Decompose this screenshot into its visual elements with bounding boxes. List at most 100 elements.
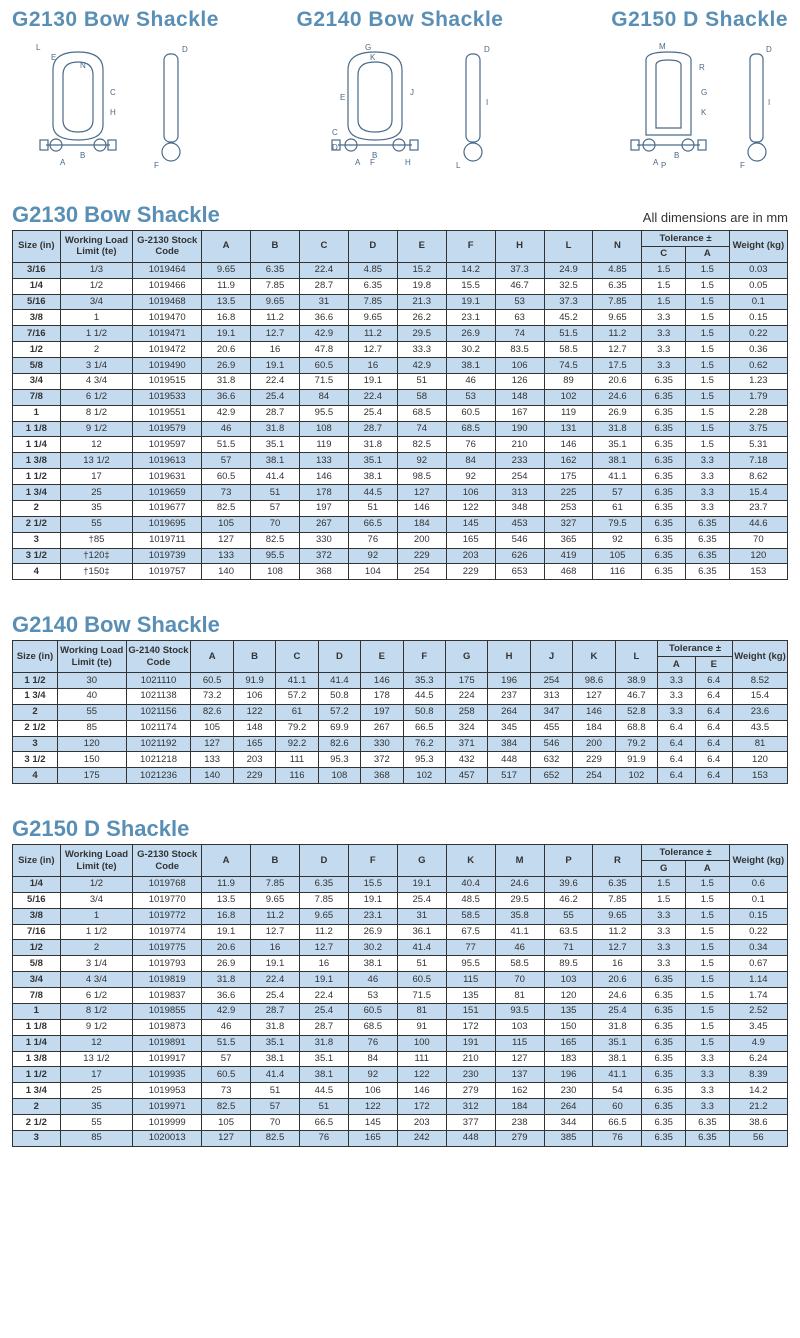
- cell: 1019659: [133, 485, 202, 501]
- svg-text:G: G: [365, 43, 371, 52]
- cell: 448: [488, 752, 530, 768]
- col-d: D: [299, 845, 348, 877]
- cell: 12.7: [593, 342, 642, 358]
- cell: 1019515: [133, 373, 202, 389]
- table-row: 2 1/285102117410514879.269.926766.532434…: [13, 720, 788, 736]
- cell: 1/4: [13, 876, 61, 892]
- cell: 1019711: [133, 532, 202, 548]
- cell: 57: [251, 1099, 300, 1115]
- cell: 0.15: [729, 908, 787, 924]
- cell: 106: [348, 1083, 397, 1099]
- cell: 28.7: [251, 1003, 300, 1019]
- cell: 102: [403, 768, 445, 784]
- cell: 13.5: [202, 294, 251, 310]
- cell: 40.4: [446, 876, 495, 892]
- cell: 347: [530, 704, 572, 720]
- svg-text:K: K: [701, 108, 707, 117]
- svg-text:L: L: [36, 43, 41, 52]
- cell: 81: [495, 988, 544, 1004]
- cell: 92: [348, 1067, 397, 1083]
- g2130-front-icon: LE NC HA B: [18, 40, 138, 170]
- cell: 66.5: [593, 1115, 642, 1131]
- cell: 14.2: [729, 1083, 787, 1099]
- svg-text:G: G: [701, 88, 707, 97]
- cell: 12.7: [593, 940, 642, 956]
- col-tol-a: A: [658, 657, 695, 673]
- cell: 6.35: [642, 373, 686, 389]
- cell: 35.1: [593, 437, 642, 453]
- cell: 344: [544, 1115, 593, 1131]
- cell: 1.5: [686, 262, 730, 278]
- cell: 1019466: [133, 278, 202, 294]
- cell: 25.4: [397, 892, 446, 908]
- cell: 448: [446, 1130, 495, 1146]
- cell: 17: [60, 1067, 133, 1083]
- cell: †85: [60, 532, 133, 548]
- cell: 172: [446, 1019, 495, 1035]
- diagram-header: G2130 Bow Shackle G2140 Bow Shackle G215…: [12, 8, 788, 32]
- cell: 200: [397, 532, 446, 548]
- cell: 3.3: [686, 1083, 730, 1099]
- cell: 3 1/2: [13, 548, 61, 564]
- cell: 6.35: [642, 1067, 686, 1083]
- cell: 38.1: [348, 956, 397, 972]
- cell: 1.5: [686, 972, 730, 988]
- table-row: 3/161/310194649.656.3522.44.8515.214.237…: [13, 262, 788, 278]
- cell: 1.74: [729, 988, 787, 1004]
- svg-text:L: L: [456, 161, 461, 170]
- cell: 175: [544, 469, 593, 485]
- cell: 31.8: [202, 373, 251, 389]
- cell: 11.2: [593, 326, 642, 342]
- g2140-front-icon: GK EJ CD AH FB: [310, 40, 440, 170]
- cell: 1: [13, 405, 61, 421]
- diagrams-row: LE NC HA B DF GK: [12, 36, 788, 174]
- cell: 6.35: [593, 278, 642, 294]
- cell: 131: [544, 421, 593, 437]
- cell: 38.9: [615, 673, 657, 689]
- cell: 254: [530, 673, 572, 689]
- cell: 254: [397, 564, 446, 580]
- cell: 385: [544, 1130, 593, 1146]
- cell: 19.1: [446, 294, 495, 310]
- cell: 6.24: [729, 1051, 787, 1067]
- cell: 95.5: [446, 956, 495, 972]
- svg-text:C: C: [110, 88, 116, 97]
- cell: 546: [495, 532, 544, 548]
- cell: 3.3: [686, 469, 730, 485]
- cell: 22.4: [251, 373, 300, 389]
- cell: 6.4: [695, 736, 732, 752]
- cell: 76: [593, 1130, 642, 1146]
- cell: 1019468: [133, 294, 202, 310]
- dimensions-note: All dimensions are in mm: [643, 210, 788, 225]
- cell: 1.5: [686, 876, 730, 892]
- cell: 6.35: [642, 469, 686, 485]
- cell: 111: [276, 752, 318, 768]
- cell: 3.3: [642, 956, 686, 972]
- cell: 1.5: [686, 1019, 730, 1035]
- cell: 1019935: [133, 1067, 202, 1083]
- cell: 1020013: [133, 1130, 202, 1146]
- cell: 238: [495, 1115, 544, 1131]
- cell: 15.5: [446, 278, 495, 294]
- cell: 12.7: [299, 940, 348, 956]
- cell: 31.8: [593, 421, 642, 437]
- cell: 1019793: [133, 956, 202, 972]
- cell: 79.5: [593, 516, 642, 532]
- cell: 127: [202, 532, 251, 548]
- cell: 0.05: [729, 278, 787, 294]
- cell: 1019770: [133, 892, 202, 908]
- cell: 14.2: [446, 262, 495, 278]
- cell: 38.1: [251, 453, 300, 469]
- cell: 3.3: [686, 1051, 730, 1067]
- table-row: 5/163/4101977013.59.657.8519.125.448.529…: [13, 892, 788, 908]
- cell: 5/16: [13, 294, 61, 310]
- cell: 70: [251, 1115, 300, 1131]
- cell: 1.5: [642, 892, 686, 908]
- cell: 1.5: [642, 294, 686, 310]
- cell: 1019631: [133, 469, 202, 485]
- cell: 1.5: [686, 373, 730, 389]
- cell: 5.31: [729, 437, 787, 453]
- cell: 25: [60, 485, 133, 501]
- cell: 53: [348, 988, 397, 1004]
- cell: 1/2: [60, 876, 133, 892]
